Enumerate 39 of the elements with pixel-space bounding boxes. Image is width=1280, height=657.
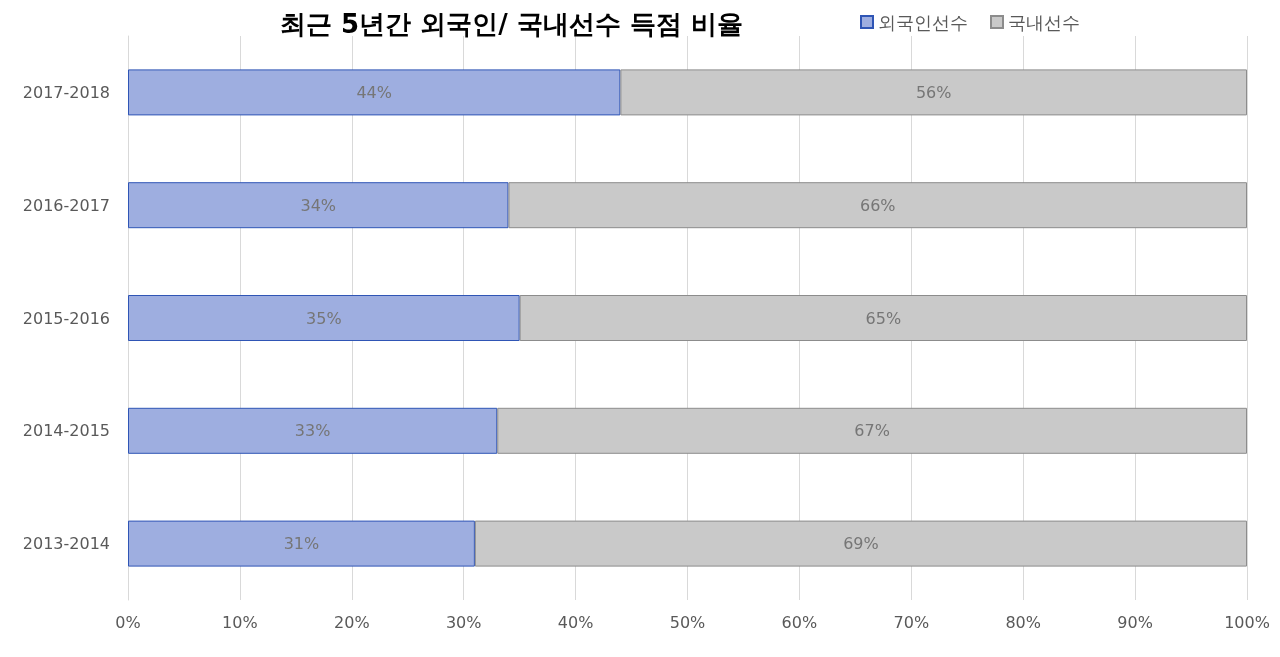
- data-label: 65%: [865, 308, 902, 328]
- bar: [620, 69, 1247, 116]
- x-tick-label: 40%: [557, 612, 594, 632]
- legend-label: 외국인선수: [878, 11, 968, 33]
- data-label: 67%: [854, 421, 890, 441]
- bar: [128, 69, 621, 116]
- data-label: 56%: [915, 82, 952, 102]
- x-tick-label: 70%: [893, 612, 930, 632]
- data-label: 44%: [356, 82, 392, 102]
- bar: [508, 182, 1247, 229]
- x-tick-label: 90%: [1117, 612, 1153, 632]
- x-tick-label: 0%: [115, 612, 141, 632]
- y-tick-label: 2017-2018: [22, 82, 110, 102]
- bar: [128, 182, 509, 229]
- bar: [128, 407, 498, 454]
- y-tick-label: 2013-2014: [22, 534, 110, 554]
- y-tick-label: 2014-2015: [22, 421, 110, 441]
- x-tick-label: 20%: [334, 612, 370, 632]
- data-label: 33%: [294, 421, 331, 441]
- bar: [497, 407, 1247, 454]
- data-label: 35%: [306, 308, 342, 328]
- x-tick-label: 50%: [669, 612, 706, 632]
- y-tick-label: 2016-2017: [22, 195, 110, 215]
- chart-title: 최근 5년간 외국인/ 국내선수 득점 비율: [280, 9, 743, 39]
- bar: [474, 520, 1247, 567]
- x-tick-label: 80%: [1005, 612, 1041, 632]
- data-label: 34%: [300, 195, 337, 215]
- x-tick-label: 60%: [781, 612, 818, 632]
- bar: [128, 520, 475, 567]
- data-label: 69%: [843, 534, 879, 554]
- legend-label: 국내선수: [1008, 11, 1080, 33]
- data-label: 66%: [859, 195, 896, 215]
- y-tick-label: 2015-2016: [22, 308, 110, 328]
- bar: [519, 295, 1247, 341]
- x-tick-label: 100%: [1224, 612, 1270, 632]
- x-tick-label: 10%: [222, 612, 258, 632]
- bar: [128, 295, 520, 341]
- x-tick-label: 30%: [445, 612, 482, 632]
- data-label: 31%: [283, 534, 320, 554]
